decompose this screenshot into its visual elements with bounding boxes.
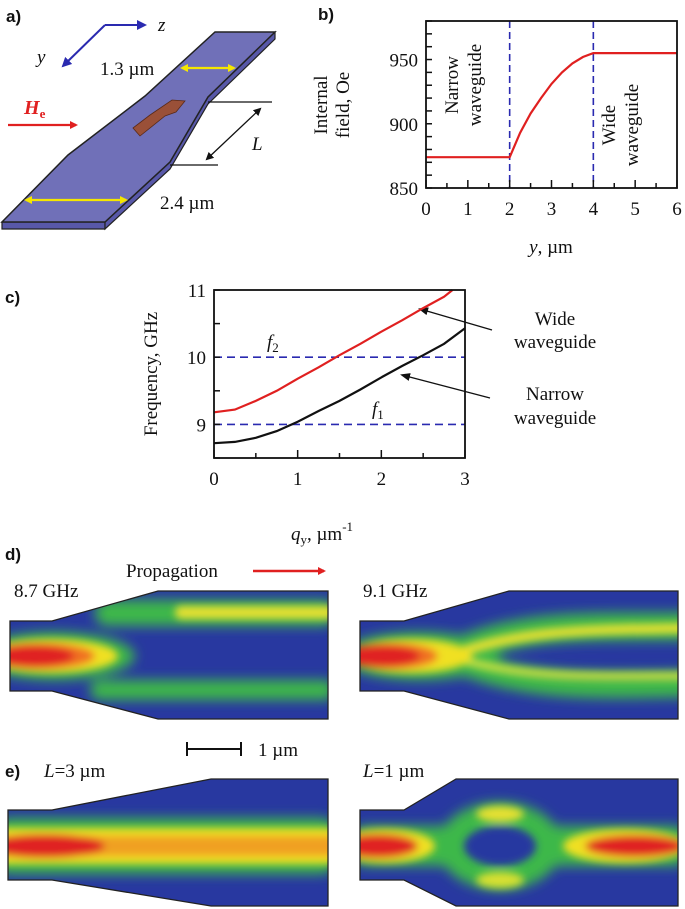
x-tick-label: 5 <box>630 199 640 220</box>
heatmap-e-l3 <box>8 779 328 906</box>
length-label-right: L=1 µm <box>362 761 424 782</box>
magnetization-arrow-icon <box>132 99 186 137</box>
heatmap-d-left-outline <box>9 590 329 720</box>
b-ylabel-line2: field, Oe <box>333 72 354 138</box>
series-line-0 <box>213 289 454 414</box>
b-wide-label-1: Wide <box>599 105 620 145</box>
series-line-1 <box>213 327 466 445</box>
length-label-left: L=3 µm <box>43 761 105 782</box>
x-tick-label: 3 <box>547 199 557 220</box>
heatmap-d-right-outline <box>359 590 679 720</box>
panel-b-chart: b) Internal field, Oe y, µm Narrow waveg… <box>311 5 682 258</box>
panel-label-b: b) <box>318 5 334 24</box>
y-tick-label: 9 <box>197 415 207 436</box>
panel-label-a: a) <box>6 7 21 26</box>
y-tick-label: 10 <box>187 348 206 369</box>
x-tick-label: 0 <box>209 469 219 490</box>
x-tick-label: 3 <box>460 469 470 490</box>
panel-c-chart: c) Frequency, GHz qy, µm-1 f2 f1 Wide wa… <box>5 281 596 547</box>
b-narrow-label-2: waveguide <box>465 44 486 126</box>
panel-label-d: d) <box>5 545 21 564</box>
x-tick-label: 4 <box>589 199 599 220</box>
plot-frame <box>213 289 466 459</box>
scale-bar: 1 µm <box>186 740 298 761</box>
heatmap-e-left-outline <box>7 778 329 907</box>
taper-length-arrow <box>205 107 262 161</box>
taper-length-label: L <box>251 134 263 155</box>
freq-label-right: 9.1 GHz <box>363 581 427 602</box>
heatmap-d-8-7ghz <box>10 591 328 719</box>
f2-label: f2 <box>267 332 279 355</box>
x-tick-label: 0 <box>421 199 431 220</box>
heatmap-e-right-outline <box>359 778 679 907</box>
heatmap-e-l1 <box>360 779 678 906</box>
x-tick-label: 1 <box>463 199 473 220</box>
b-ylabel-line1: Internal <box>311 75 332 134</box>
scale-bar-label: 1 µm <box>258 740 298 761</box>
x-tick-label: 2 <box>505 199 515 220</box>
b-xlabel: y, µm <box>527 237 573 258</box>
c-ylabel: Frequency, GHz <box>141 312 162 436</box>
axis-y-label: y <box>35 47 46 68</box>
wide-annotation-arrow <box>418 307 493 331</box>
panel-a: a) z y 1.3 µm 2.4 µm He L <box>0 7 277 231</box>
narrow-annotation-arrow <box>400 373 491 399</box>
axis-z-label: z <box>157 15 166 36</box>
coordinate-axes-icon <box>61 20 147 68</box>
wide-annotation-2: waveguide <box>514 332 596 353</box>
f1-label: f1 <box>372 399 384 422</box>
narrow-annotation-1: Narrow <box>526 384 584 405</box>
y-tick-label: 11 <box>188 281 206 302</box>
panel-d: d) Propagation 8.7 GHz 9.1 GHz <box>5 545 679 720</box>
y-tick-label: 850 <box>390 179 419 200</box>
b-narrow-label-1: Narrow <box>442 56 463 114</box>
panel-e: e) L=3 µm L=1 µm <box>5 761 679 907</box>
x-tick-label: 6 <box>672 199 682 220</box>
narrow-annotation-2: waveguide <box>514 408 596 429</box>
wide-annotation-1: Wide <box>535 309 575 330</box>
freq-label-left: 8.7 GHz <box>14 581 78 602</box>
series-line-0 <box>426 52 677 159</box>
propagation-label: Propagation <box>126 561 218 582</box>
c-xlabel: qy, µm-1 <box>291 519 353 547</box>
panel-label-c: c) <box>5 288 20 307</box>
panel-label-e: e) <box>5 762 20 781</box>
x-tick-label: 1 <box>293 469 303 490</box>
wide-width-label: 2.4 µm <box>160 193 214 214</box>
heatmap-d-9-1ghz <box>360 591 678 719</box>
b-wide-label-2: waveguide <box>622 84 643 166</box>
y-tick-label: 900 <box>390 115 419 136</box>
x-tick-label: 2 <box>377 469 387 490</box>
taper-length-guides <box>170 101 272 166</box>
y-tick-label: 950 <box>390 51 419 72</box>
narrow-width-label: 1.3 µm <box>100 59 154 80</box>
field-label: He <box>23 97 46 121</box>
